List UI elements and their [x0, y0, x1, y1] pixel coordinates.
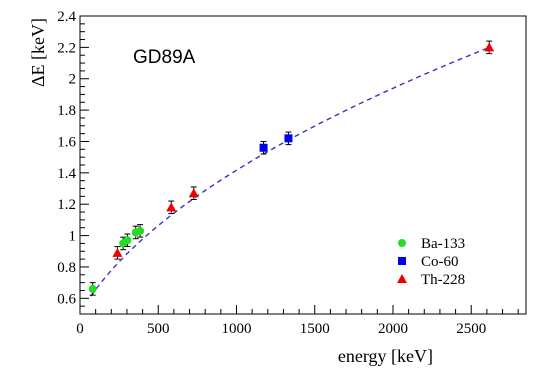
data-point-co-60 [259, 143, 268, 152]
data-point-co-60 [284, 134, 293, 143]
y-tick-label: 2.4 [57, 9, 76, 25]
x-tick-label: 2000 [378, 321, 408, 337]
x-tick-label: 1000 [221, 321, 251, 337]
x-axis: 0 500 1000 1500 2000 2500 [76, 305, 519, 337]
legend-marker [398, 257, 406, 265]
y-tick-label: 0.6 [57, 291, 76, 307]
legend-label: Ba-133 [421, 236, 465, 252]
data-point-th-228 [484, 42, 495, 52]
chart-title: GD89A [133, 47, 196, 68]
data-points [88, 40, 495, 296]
legend-marker [398, 239, 406, 247]
data-point-ba-133 [88, 284, 97, 293]
legend-label: Co-60 [421, 254, 459, 270]
y-tick-label: 1.2 [57, 197, 76, 213]
y-tick-label: 1.8 [57, 103, 76, 119]
x-tick-label: 500 [147, 321, 170, 337]
data-point-ba-133 [123, 236, 132, 245]
y-axis-label: ΔE [keV] [28, 18, 48, 87]
x-tick-label: 1500 [300, 321, 330, 337]
x-axis-label: energy [keV] [338, 346, 433, 366]
y-tick-label: 1 [69, 229, 77, 245]
legend-marker [397, 274, 407, 283]
legend-label: Th-228 [421, 272, 465, 288]
data-point-th-228 [112, 247, 123, 257]
data-point-th-228 [188, 188, 199, 198]
y-tick-label: 1.6 [57, 134, 76, 150]
legend: Ba-133 Co-60 Th-228 [397, 236, 465, 288]
y-tick-label: 1.4 [57, 166, 76, 182]
y-tick-label: 2 [69, 72, 77, 88]
y-axis: 0.6 0.8 1 1.2 1.4 1.6 1.8 2 2.2 2.4 [57, 9, 89, 307]
data-point-ba-133 [136, 226, 145, 235]
y-tick-label: 2.2 [57, 40, 76, 56]
x-tick-label: 2500 [456, 321, 486, 337]
x-tick-label: 0 [76, 321, 84, 337]
y-tick-label: 0.8 [57, 260, 76, 276]
data-point-th-228 [166, 202, 177, 212]
